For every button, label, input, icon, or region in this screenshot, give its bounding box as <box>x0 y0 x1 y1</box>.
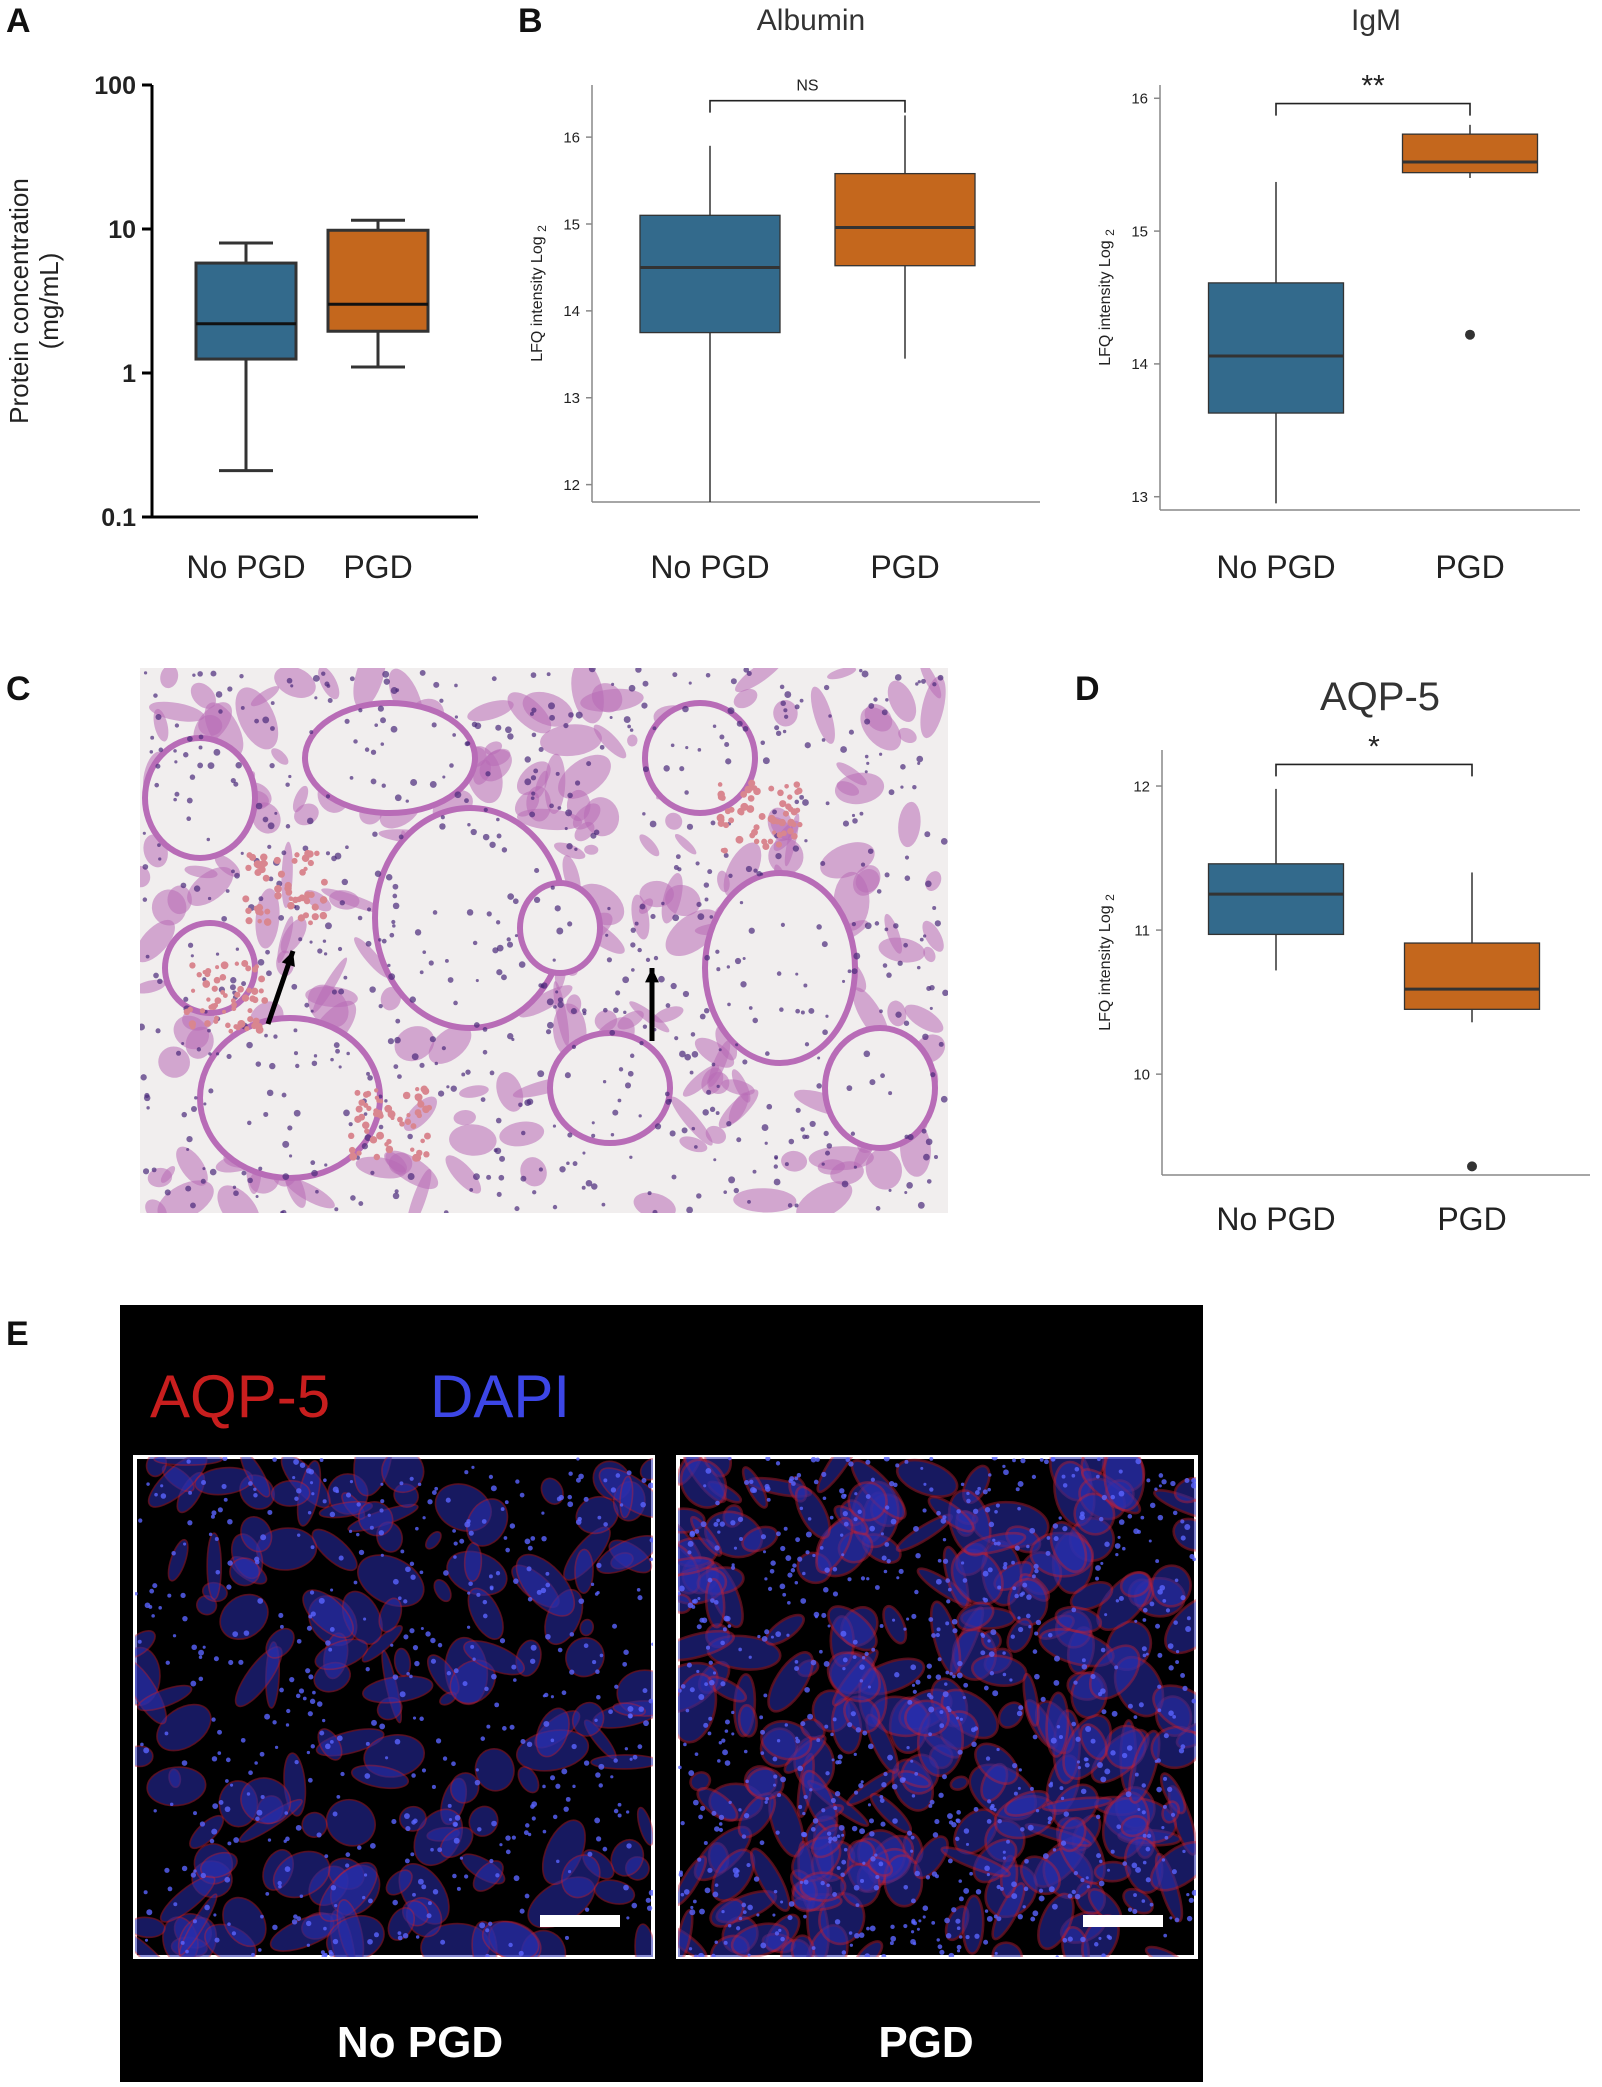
x-category-label: No PGD <box>650 549 769 585</box>
y-tick-label: 100 <box>94 72 136 100</box>
box-pgd <box>1403 942 1541 1010</box>
y-tick-label: 10 <box>108 216 136 244</box>
y-tick-label: 16 <box>563 129 580 146</box>
immunofluorescence-figure: AQP-5 DAPI No PGD PGD <box>120 1305 1203 2082</box>
outlier-point <box>1465 329 1475 340</box>
if-label-no-pgd: No PGD <box>337 2018 503 2067</box>
if-image-no-pgd <box>133 1455 655 1959</box>
x-category-label: PGD <box>1437 1201 1506 1237</box>
box-pgd <box>1401 133 1539 174</box>
y-tick-label: 16 <box>1131 91 1148 108</box>
y-axis-label: (mg/mL) <box>34 253 64 350</box>
annotation-arrowhead <box>645 968 659 983</box>
x-category-label: No PGD <box>1216 1201 1335 1237</box>
x-category-label: PGD <box>1435 549 1504 585</box>
x-category-label: PGD <box>870 549 939 585</box>
stain-label-dapi: DAPI <box>430 1363 570 1430</box>
y-tick-label: 15 <box>563 216 580 233</box>
y-tick-label: 11 <box>1134 922 1150 939</box>
aqp5-box-chart: AQP-5 10 11 12 LFQ intensity Log 2 No PGD PGD * <box>1097 675 1590 1237</box>
y-tick-label: 15 <box>1131 223 1148 240</box>
y-tick-label: 1 <box>122 360 136 388</box>
scale-bar <box>540 1915 620 1927</box>
igm-box-chart: IgM 13 14 15 16 LFQ intensity Log 2 No PGD PGD *… <box>1097 4 1580 585</box>
significance-label: ** <box>1361 70 1385 103</box>
chart-title: Albumin <box>757 4 865 37</box>
y-tick-label: 12 <box>1133 778 1150 795</box>
y-axis-label: LFQ intensity Log 2 <box>529 225 549 362</box>
significance-bracket <box>1275 102 1471 116</box>
y-tick-label: 13 <box>1131 489 1148 506</box>
x-category-label: PGD <box>343 549 412 585</box>
if-label-pgd: PGD <box>878 2018 973 2067</box>
he-lung-histology-image <box>140 668 948 1213</box>
significance-bracket <box>709 99 906 113</box>
panel-letter-e: E <box>6 1315 29 1353</box>
albumin-box-chart: Albumin 12 13 14 15 16 LFQ intensity Log 2 No P… <box>529 4 1040 585</box>
box-no-pgd <box>1207 863 1345 936</box>
significance-label: * <box>1368 730 1380 763</box>
y-tick-label: 14 <box>1131 356 1148 373</box>
box-pgd <box>834 172 976 267</box>
panel-letter-c: C <box>6 670 31 708</box>
y-tick-label: 13 <box>563 390 580 407</box>
box-no-pgd <box>194 261 298 361</box>
annotation-arrowhead <box>281 951 295 967</box>
chart-title: IgM <box>1351 4 1401 37</box>
y-tick-label: 14 <box>563 303 580 320</box>
protein-concentration-box-chart: 0.1 1 10 100 Protein concentration (mg/mL) No … <box>4 72 478 585</box>
panel-letter-b: B <box>518 2 543 40</box>
y-axis-label: Protein concentration <box>4 178 34 424</box>
box-no-pgd <box>1207 282 1345 414</box>
chart-title: AQP-5 <box>1320 675 1440 719</box>
significance-bracket <box>1275 763 1473 777</box>
if-image-pgd <box>676 1455 1198 1959</box>
y-tick-label: 0.1 <box>101 504 136 532</box>
x-category-label: No PGD <box>1216 549 1335 585</box>
significance-label: NS <box>796 78 818 95</box>
box-pgd <box>326 228 430 333</box>
scale-bar <box>1083 1915 1163 1927</box>
panel-letter-d: D <box>1075 670 1100 708</box>
panel-letter-a: A <box>6 2 31 40</box>
stain-label-aqp5: AQP-5 <box>150 1363 330 1430</box>
x-category-label: No PGD <box>186 549 305 585</box>
outlier-point <box>1467 1161 1477 1172</box>
y-axis-label: LFQ intensity Log 2 <box>1097 894 1117 1031</box>
y-axis-label: LFQ intensity Log 2 <box>1097 229 1117 366</box>
y-tick-label: 10 <box>1133 1066 1150 1083</box>
box-no-pgd <box>639 214 781 334</box>
y-tick-label: 12 <box>563 477 580 494</box>
